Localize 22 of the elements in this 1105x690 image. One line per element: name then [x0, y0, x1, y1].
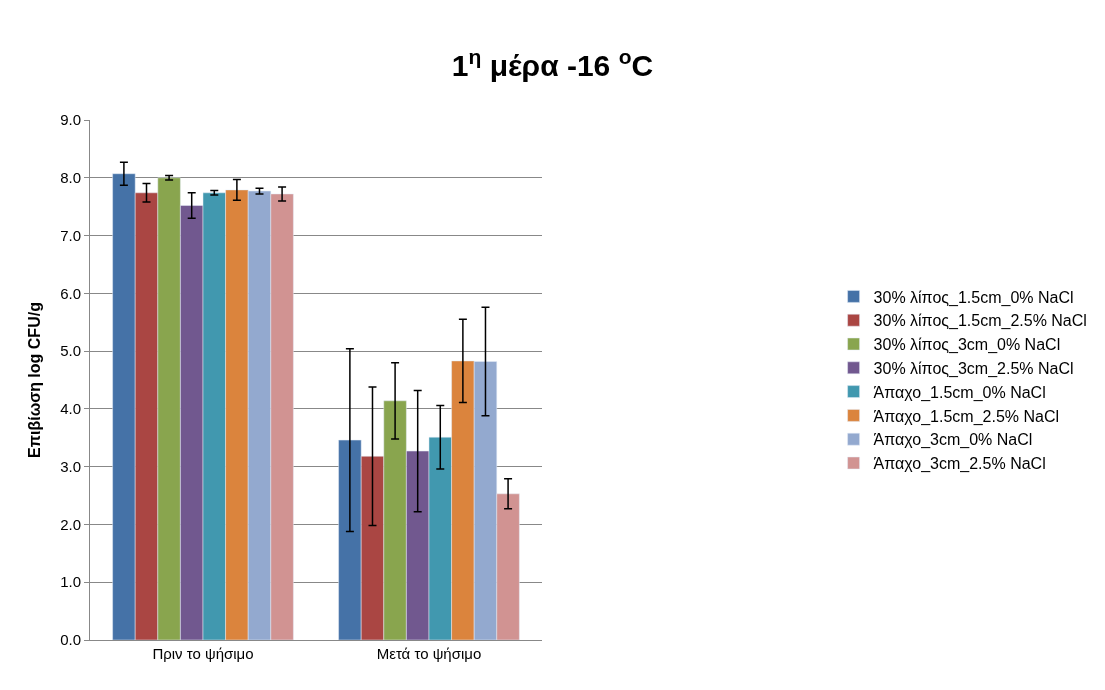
y-tick-label: 4.0 — [60, 400, 81, 418]
y-tick-label: 7.0 — [60, 226, 81, 244]
y-tick-label: 2.0 — [60, 515, 81, 533]
y-tick-label: 9.0 — [60, 111, 81, 129]
legend-label: 30% λίπος_1.5cm_2.5% NaCl — [873, 312, 1087, 331]
legend-label: 30% λίπος_3cm_2.5% NaCl — [873, 360, 1074, 379]
y-tick-label: 8.0 — [60, 169, 81, 187]
legend-label: Άπαχο_3cm_0% NaCl — [873, 431, 1033, 450]
x-tick-label: Πριν το ψήσιμο — [152, 645, 254, 662]
legend-label: Άπαχο_3cm_2.5% NaCl — [873, 455, 1046, 474]
legend-label: Άπαχο_1.5cm_2.5% NaCl — [873, 407, 1060, 426]
y-tick-label: 6.0 — [60, 284, 81, 302]
y-axis-title: Επιβίωση log CFU/g — [26, 302, 44, 458]
y-tick-label: 5.0 — [60, 342, 81, 360]
y-tick-label: 1.0 — [60, 573, 81, 591]
chart-title: 1$^{η}$ μέρα -16 $^{o}$C — [451, 44, 654, 83]
legend-label: 30% λίπος_3cm_0% NaCl — [873, 336, 1061, 355]
y-tick-label: 3.0 — [60, 457, 81, 475]
legend-label: Άπαχο_1.5cm_0% NaCl — [873, 383, 1046, 402]
legend-label: 30% λίπος_1.5cm_0% NaCl — [873, 288, 1074, 307]
y-tick-label: 0.0 — [60, 631, 81, 649]
x-tick-label: Μετά το ψήσιμο — [376, 645, 482, 662]
